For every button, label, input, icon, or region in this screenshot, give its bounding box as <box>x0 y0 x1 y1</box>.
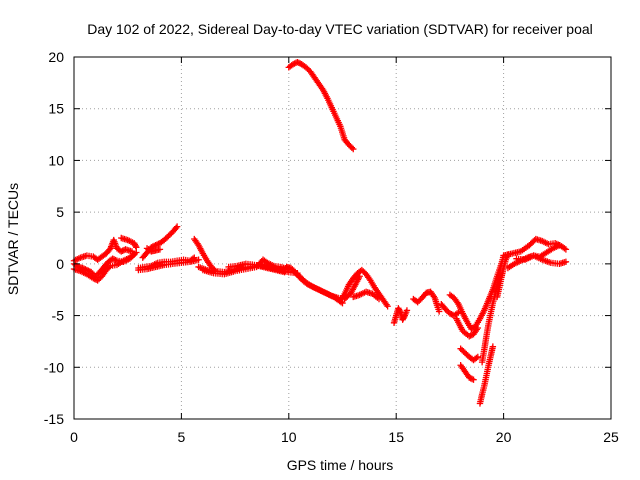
data-point <box>400 313 408 321</box>
data-point <box>118 248 125 255</box>
data-point <box>195 256 202 263</box>
y-axis-label: SDTVAR / TECUs <box>5 183 21 295</box>
data-point <box>470 376 477 383</box>
data-point <box>119 247 126 254</box>
data-point <box>403 307 411 314</box>
plot-frame <box>73 56 612 420</box>
tick-layer: 0 5 10 15 20 25 -15 -10 -5 0 5 10 15 20 <box>44 49 619 445</box>
grid-layer <box>74 57 611 419</box>
data-point <box>466 374 473 381</box>
chart-title: Day 102 of 2022, Sidereal Day-to-day VTE… <box>87 21 593 37</box>
y-tick-label: -10 <box>44 359 64 375</box>
data-point <box>132 242 139 250</box>
data-point <box>467 332 474 339</box>
data-point <box>473 354 480 362</box>
data-point <box>348 144 356 151</box>
x-tick-label: 25 <box>603 429 619 445</box>
y-tick-label: -15 <box>44 411 64 427</box>
data-point <box>466 333 473 340</box>
data-point <box>291 60 298 67</box>
data-point <box>109 255 116 262</box>
data-point <box>561 245 568 252</box>
data-point <box>112 256 119 264</box>
data-point <box>489 343 497 350</box>
data-point <box>295 59 303 67</box>
data-point <box>562 246 570 253</box>
y-tick-label: 0 <box>56 256 64 272</box>
data-point <box>153 241 161 248</box>
data-point <box>294 58 301 66</box>
data-point <box>156 246 164 253</box>
data-point <box>396 307 403 315</box>
data-point <box>289 61 297 68</box>
data-point <box>562 258 570 265</box>
y-tick-label: 20 <box>48 49 64 65</box>
data-point <box>453 310 461 317</box>
x-tick-label: 10 <box>281 429 297 445</box>
x-tick-label: 0 <box>70 429 78 445</box>
data-point <box>375 295 383 303</box>
data-point <box>474 324 482 332</box>
data-point <box>556 242 563 249</box>
x-tick-label: 20 <box>496 429 512 445</box>
data-point <box>172 224 180 232</box>
data-point <box>173 223 181 230</box>
data-point <box>350 145 357 153</box>
data-point <box>92 276 100 283</box>
y-tick-label: -5 <box>52 308 65 324</box>
data-point <box>446 310 454 317</box>
data-point <box>133 244 140 251</box>
data-point <box>467 375 474 382</box>
data-point <box>90 275 97 282</box>
data-point <box>105 264 113 271</box>
data-point <box>468 375 476 383</box>
x-axis-label: GPS time / hours <box>287 457 394 473</box>
x-tick-label: 15 <box>388 429 404 445</box>
y-tick-label: 5 <box>56 204 64 220</box>
data-point <box>110 256 118 263</box>
data-point <box>384 303 391 310</box>
data-point <box>474 353 482 361</box>
x-tick-label: 5 <box>178 429 186 445</box>
data-layer <box>70 58 570 407</box>
data-point <box>435 308 443 315</box>
y-tick-label: 10 <box>48 152 64 168</box>
y-tick-label: 15 <box>48 101 64 117</box>
